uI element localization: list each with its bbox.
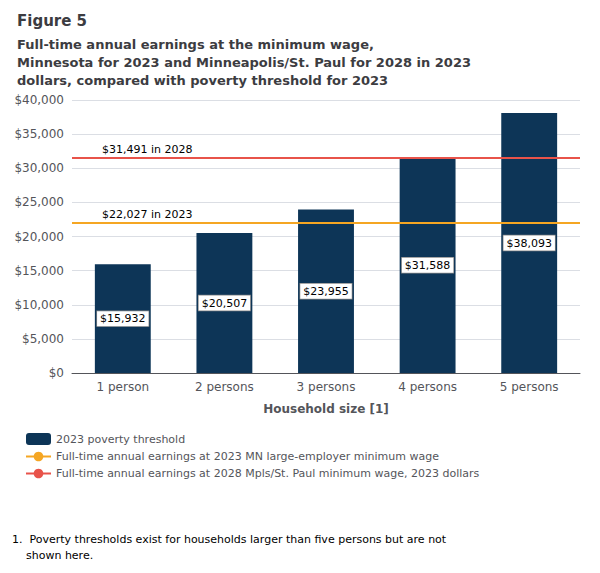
svg-text:$15,932: $15,932 [100,312,146,325]
svg-text:$23,955: $23,955 [303,285,349,298]
svg-text:$31,491 in 2028: $31,491 in 2028 [102,143,193,156]
svg-text:$20,507: $20,507 [202,297,248,310]
svg-text:Full-time annual earnings at 2: Full-time annual earnings at 2028 Mpls/S… [56,467,480,480]
svg-text:$0: $0 [49,366,64,380]
svg-text:$40,000: $40,000 [14,93,64,107]
svg-text:dollars, compared with poverty: dollars, compared with poverty threshold… [17,73,388,88]
svg-text:$15,000: $15,000 [14,264,64,278]
svg-text:$30,000: $30,000 [14,161,64,175]
svg-text:2 persons: 2 persons [195,380,254,394]
svg-text:$31,588: $31,588 [405,259,451,272]
svg-text:$35,000: $35,000 [14,127,64,141]
svg-text:4 persons: 4 persons [398,380,457,394]
svg-text:Full-time annual earnings at 2: Full-time annual earnings at 2023 MN lar… [56,450,439,463]
svg-text:$20,000: $20,000 [14,230,64,244]
svg-text:$25,000: $25,000 [14,195,64,209]
svg-text:$22,027 in 2023: $22,027 in 2023 [102,208,193,221]
svg-text:3 persons: 3 persons [297,380,356,394]
svg-text:1 person: 1 person [97,380,150,394]
svg-text:5 persons: 5 persons [500,380,559,394]
svg-text:Minnesota for 2023 and Minneap: Minnesota for 2023 and Minneapolis/St. P… [17,55,471,70]
svg-text:Household size [1]: Household size [1] [263,402,389,416]
svg-text:$10,000: $10,000 [14,298,64,312]
svg-text:1. Poverty thresholds exist f: 1. Poverty thresholds exist for househol… [12,533,447,546]
svg-text:$5,000: $5,000 [22,332,64,346]
svg-text:$38,093: $38,093 [506,237,552,250]
svg-text:2023 poverty threshold: 2023 poverty threshold [56,433,185,446]
svg-text:shown here.: shown here. [12,549,93,562]
svg-text:Full-time annual earnings at t: Full-time annual earnings at the minimum… [17,37,374,52]
svg-text:Figure 5: Figure 5 [17,12,87,30]
